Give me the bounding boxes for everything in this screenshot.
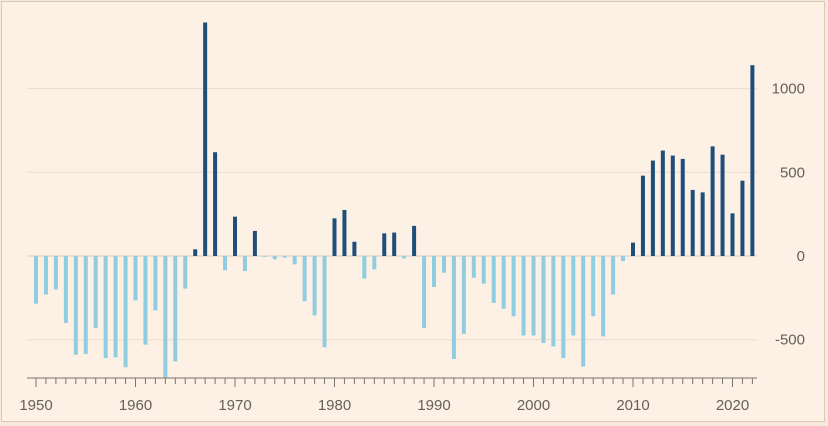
bar-1975 bbox=[283, 256, 287, 258]
bar-1988 bbox=[412, 226, 416, 256]
x-tick-label-1970: 1970 bbox=[218, 397, 251, 414]
bar-1959 bbox=[124, 256, 128, 367]
bar-2004 bbox=[571, 256, 575, 336]
bar-2018 bbox=[711, 146, 715, 256]
x-tick-label-1980: 1980 bbox=[318, 397, 351, 414]
bar-1984 bbox=[372, 256, 376, 269]
bar-1972 bbox=[253, 231, 257, 256]
bar-1982 bbox=[352, 242, 356, 256]
bar-2017 bbox=[701, 192, 705, 256]
x-tick-label-2020: 2020 bbox=[716, 397, 749, 414]
bar-1960 bbox=[134, 256, 138, 300]
bar-2010 bbox=[631, 243, 635, 256]
bar-2014 bbox=[671, 156, 675, 256]
bar-1987 bbox=[402, 256, 406, 259]
bars bbox=[34, 22, 754, 377]
bar-1968 bbox=[213, 152, 217, 256]
bar-1954 bbox=[74, 256, 78, 355]
bar-1963 bbox=[163, 256, 167, 377]
bar-1964 bbox=[173, 256, 177, 361]
x-tick-label-1950: 1950 bbox=[19, 397, 52, 414]
bar-1981 bbox=[342, 210, 346, 256]
bar-1997 bbox=[502, 256, 506, 309]
bar-1976 bbox=[293, 256, 297, 264]
bar-1978 bbox=[313, 256, 317, 315]
bar-2013 bbox=[661, 151, 665, 256]
bar-1969 bbox=[223, 256, 227, 270]
bar-2009 bbox=[621, 256, 625, 261]
bar-1955 bbox=[84, 256, 88, 354]
bar-1965 bbox=[183, 256, 187, 289]
x-tick-label-2010: 2010 bbox=[616, 397, 649, 414]
bar-1951 bbox=[44, 256, 48, 295]
bar-2007 bbox=[601, 256, 605, 336]
bar-2001 bbox=[541, 256, 545, 343]
x-tick-label-1990: 1990 bbox=[417, 397, 450, 414]
bar-1962 bbox=[153, 256, 157, 310]
bar-2011 bbox=[641, 176, 645, 256]
x-axis: 1950 1960 1970 1980 1990 2000 2010 2020 bbox=[19, 378, 757, 414]
bar-1958 bbox=[114, 256, 118, 357]
bar-2008 bbox=[611, 256, 615, 295]
bar-2020 bbox=[731, 213, 735, 256]
bar-1977 bbox=[303, 256, 307, 301]
gridlines bbox=[27, 89, 757, 340]
bar-2002 bbox=[551, 256, 555, 346]
bar-2022 bbox=[750, 65, 754, 256]
y-axis-labels: 1000 500 0 -500 bbox=[772, 81, 805, 349]
bar-1979 bbox=[323, 256, 327, 347]
y-tick-label-1000: 1000 bbox=[772, 81, 805, 98]
bar-1998 bbox=[512, 256, 516, 316]
bar-2016 bbox=[691, 190, 695, 256]
bar-1966 bbox=[193, 249, 197, 256]
bar-2015 bbox=[681, 159, 685, 256]
x-tick-label-2000: 2000 bbox=[517, 397, 550, 414]
bar-1967 bbox=[203, 22, 207, 256]
bar-2003 bbox=[561, 256, 565, 358]
bar-1986 bbox=[392, 233, 396, 256]
bar-1971 bbox=[243, 256, 247, 271]
bar-1996 bbox=[492, 256, 496, 303]
bar-1999 bbox=[522, 256, 526, 336]
bar-2005 bbox=[581, 256, 585, 366]
bar-1994 bbox=[472, 256, 476, 278]
bar-1957 bbox=[104, 256, 108, 358]
y-tick-label-0: 0 bbox=[797, 248, 805, 265]
bar-2019 bbox=[721, 155, 725, 256]
bar-1961 bbox=[143, 256, 147, 345]
y-tick-label--500: -500 bbox=[775, 332, 805, 349]
bar-1956 bbox=[94, 256, 98, 328]
bar-1970 bbox=[233, 217, 237, 256]
bar-1974 bbox=[273, 256, 277, 259]
bar-2000 bbox=[532, 256, 536, 336]
chart-frame: 1950 1960 1970 1980 1990 2000 2010 2020 1000 500… bbox=[1, 1, 825, 422]
bar-1992 bbox=[452, 256, 456, 359]
x-tick-label-1960: 1960 bbox=[119, 397, 152, 414]
bar-1995 bbox=[482, 256, 486, 284]
bar-1991 bbox=[442, 256, 446, 273]
bar-chart: 1950 1960 1970 1980 1990 2000 2010 2020 1000 500… bbox=[2, 2, 824, 421]
y-tick-label-500: 500 bbox=[780, 164, 805, 181]
bar-2012 bbox=[651, 161, 655, 256]
bar-1952 bbox=[54, 256, 58, 289]
bar-1993 bbox=[462, 256, 466, 334]
bar-1973 bbox=[263, 256, 267, 257]
bar-2006 bbox=[591, 256, 595, 316]
bar-1980 bbox=[333, 218, 337, 256]
bar-1953 bbox=[64, 256, 68, 323]
bar-1983 bbox=[362, 256, 366, 279]
bar-1989 bbox=[422, 256, 426, 328]
bar-2021 bbox=[740, 181, 744, 256]
bar-1950 bbox=[34, 256, 38, 304]
bar-1990 bbox=[432, 256, 436, 287]
bar-1985 bbox=[382, 233, 386, 256]
